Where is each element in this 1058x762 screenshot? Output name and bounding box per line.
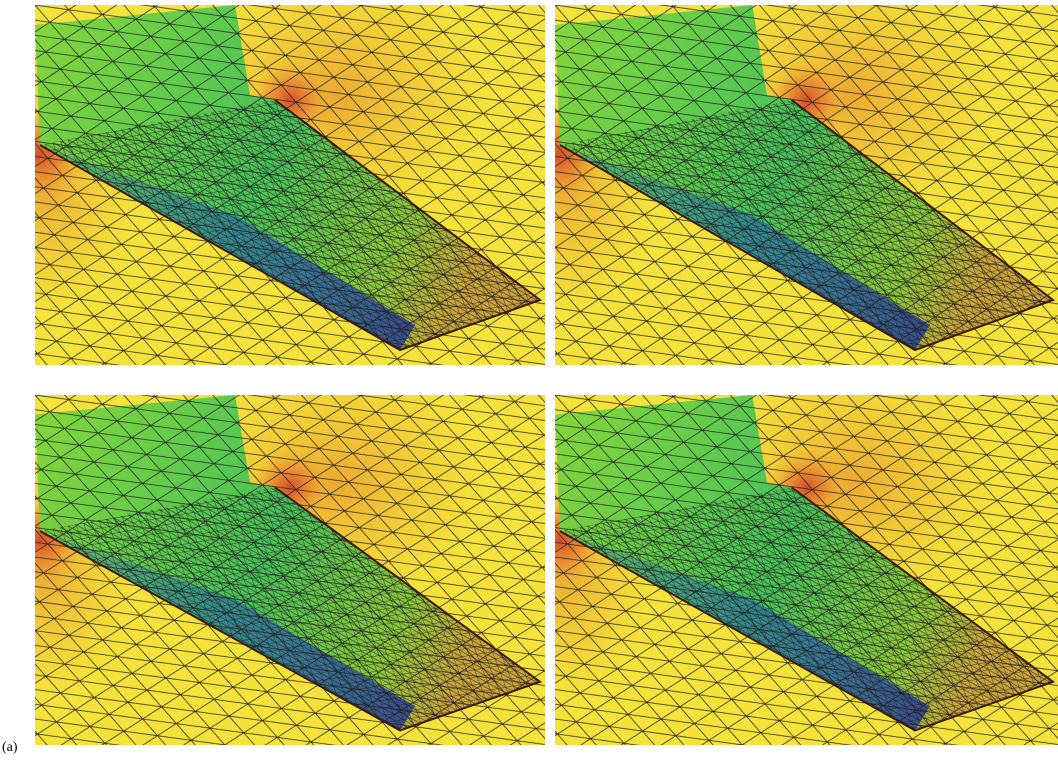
mesh-panel (476, 0, 1058, 365)
mesh-panel (0, 0, 545, 365)
page: (a) (() => { const data = JSON.parse(doc… (0, 0, 1058, 762)
figure (0, 0, 1058, 762)
mesh-panel (0, 356, 545, 745)
figure-label: (a) (2, 740, 18, 756)
mesh-panel (476, 356, 1058, 745)
